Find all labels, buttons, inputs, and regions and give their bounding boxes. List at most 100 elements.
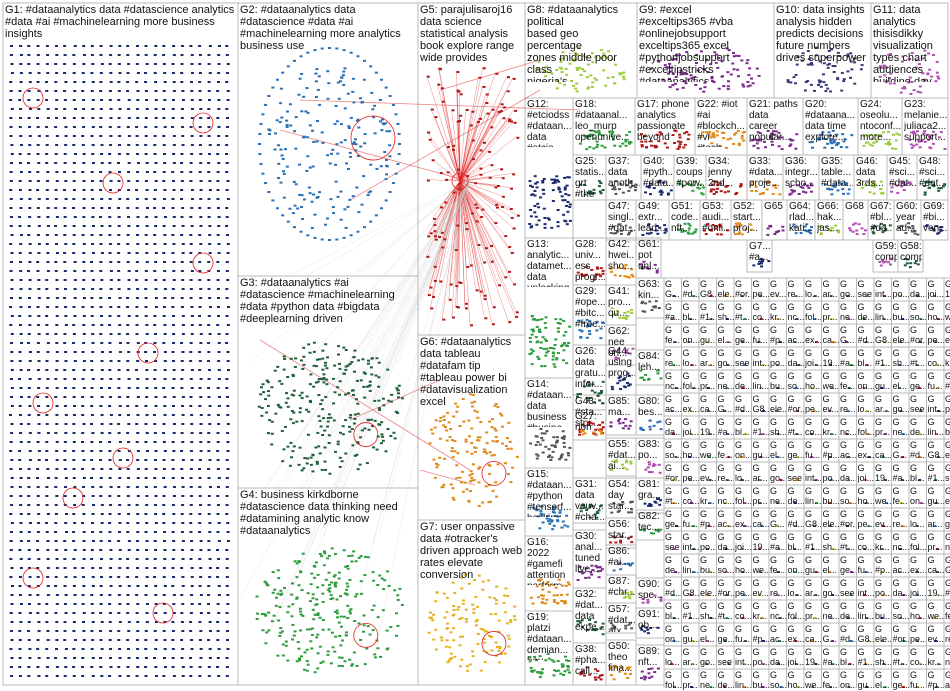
g5-node [452,109,455,111]
g1-node [99,567,102,569]
g6-node [449,428,452,430]
g1-node [92,252,95,254]
g1-node [145,234,148,236]
g3-node [264,398,267,400]
g5-node [500,168,503,170]
g12-node [542,189,545,191]
g2-node [396,163,399,165]
g4-node [349,612,352,614]
g4-node [328,629,331,631]
g3-node [378,407,381,409]
g1-node [127,216,130,218]
g1-node [55,648,58,650]
g12-node [564,193,567,195]
g4-node [300,613,303,615]
g6-node [485,431,488,433]
g4-node [256,613,259,615]
g1-node [136,243,139,245]
g4-node [356,665,359,667]
g1-node [56,288,59,290]
g1-node [145,504,148,506]
g1-node [154,468,157,470]
g4-node [395,635,398,637]
g4-node [365,648,368,650]
g1-node [216,180,219,182]
g1-node [118,396,121,398]
g7-node [507,646,510,648]
g2-node [389,95,392,97]
g10-node [824,90,827,92]
g1-node [189,396,192,398]
g1-node [28,126,31,128]
g13-node [568,326,571,328]
g1-node [153,477,156,479]
g1-node [99,297,102,299]
g8-node [576,90,579,92]
g1-node [217,279,220,281]
g1-node [47,585,50,587]
g6-node [432,459,435,461]
g12-node [543,208,546,210]
g12-node [557,225,560,227]
g1-node [128,135,131,137]
g1-node [72,369,75,371]
g2-node [307,112,310,114]
g1-node [29,243,32,245]
g3-node [321,434,324,436]
g16-node [555,587,558,589]
g1-node [118,153,121,155]
g2-node [364,133,367,135]
g1-node [90,405,93,407]
g1-node [216,450,219,452]
g5-node [453,192,456,194]
g1-node [144,351,147,353]
g1-node [18,225,21,227]
g12-node [566,185,569,187]
g3-node [397,389,400,391]
g2-node [292,212,295,214]
g1-node [155,405,158,407]
g1-node [182,315,185,317]
g1-node [180,594,183,596]
g3-node [326,356,329,358]
g1-node [182,666,185,668]
g2-node [398,153,401,155]
g1-node [100,99,103,101]
g1-node [11,405,14,407]
g12-node [535,216,538,218]
g12-node [535,224,538,226]
g4-node [311,597,314,599]
g2-node [258,143,261,145]
g12-node [566,211,569,213]
g3-node [293,390,296,392]
g1-node [37,126,40,128]
g2-node [274,149,277,151]
g4-node [349,608,352,610]
g4-node [354,596,357,598]
g1-node [29,135,32,137]
g3-node [315,382,318,384]
g6-node [453,450,456,452]
g1-node [127,351,130,353]
g5-node [489,177,492,179]
g1-node [65,414,68,416]
g1-node [109,567,112,569]
g1-node [19,108,22,110]
g1-node [136,288,139,290]
g1-node [199,108,202,110]
g6-node [452,416,455,418]
g4-node [331,597,334,599]
g1-node [108,369,111,371]
g12-node [543,223,546,225]
g4-node [382,588,385,590]
g1-node [218,477,221,479]
g1-node [225,513,228,515]
g2-node [382,123,385,125]
g1-node [226,522,229,524]
g1-node [208,531,211,533]
g13-node [531,363,534,365]
g1-node [190,594,193,596]
g2-node [277,177,280,179]
g1-node [28,315,31,317]
g1-node [172,108,175,110]
